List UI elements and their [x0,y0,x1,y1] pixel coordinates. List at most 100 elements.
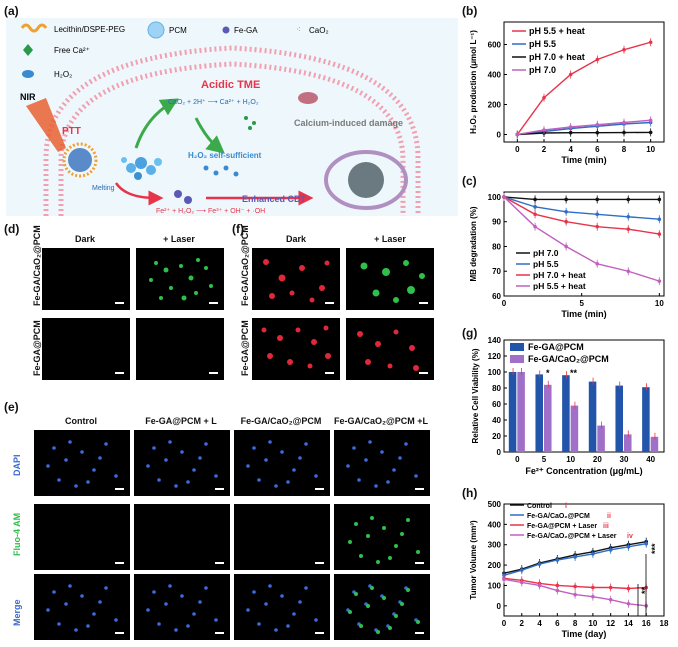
data-point [648,40,653,45]
panel-label-f: (f) [232,222,244,236]
y-tick-label: 0 [497,131,502,140]
y-tick-label: 80 [492,242,501,251]
x-tick-label: 6 [555,619,560,628]
cell-outline [324,150,408,210]
bar-0-2 [562,375,570,452]
significance-1: *** [650,543,660,554]
f-micro-laser-2 [346,318,434,380]
data-point [573,584,577,589]
x-tick-label: 4 [568,145,573,154]
x-tick-label: 5 [579,299,584,308]
annotation-2: ** [570,368,578,378]
data-point [555,588,560,593]
plot-frame [503,339,665,453]
acidic-tme-label: Acidic TME [201,79,260,91]
fenton-reaction: Fe²⁺ + H₂O₂ ⟶ Fe³⁺ + OH⁻ + ·OH [156,208,265,215]
series-line-0 [516,41,651,135]
panel-label-d: (d) [4,222,20,236]
x-tick-label: 5 [542,455,547,464]
legend-h2o2: H₂O₂ [54,70,72,79]
d-row1: Fe-GA/CaO₂@PCM [32,225,42,306]
x-tick-label: 10 [588,619,597,628]
f-micro-dark-1 [252,248,340,310]
legend-2: Fe-GA@PCM + Laser [527,523,597,530]
data-point [591,552,595,556]
data-point [608,597,613,602]
x-tick-label: 40 [646,455,655,464]
y-tick-label: 100 [488,581,502,590]
legend-1: pH 5.5 [533,259,559,269]
legend-1: pH 5.5 [529,39,556,49]
f-col-dark: Dark [285,234,306,244]
bar-0-1 [535,374,543,452]
chart-b: 0 2 4 6 8 10 0 200 400 600 Time (min) H₂O₂ producti… [469,21,665,165]
x-tick-label: 14 [624,619,633,628]
e-micro-r0-c2 [234,430,330,496]
y-tick-label: 400 [488,520,502,529]
y-axis-label: MB degradation (%) [469,206,478,281]
series-line-3 [503,196,660,282]
ptt-label: PTT [62,126,81,137]
x-tick-label: 0 [502,299,507,308]
bar-1-2 [570,405,579,452]
data-point [608,548,613,552]
green-arrow [134,98,179,149]
pcm-icon [147,21,165,39]
y-tick-label: 0 [497,448,502,457]
data-point [626,586,631,591]
legend-3: pH 5.5 + heat [533,281,586,291]
cao2-icon: ⁖ [296,25,301,34]
e-micro-r2-c2 [234,574,330,640]
data-point [648,130,653,135]
data-point [519,568,524,572]
fega-dots [174,190,192,204]
data-point [626,227,631,231]
data-point [657,197,662,202]
x-tick-label: 0 [502,619,507,628]
legend-roman-1: ii [607,513,611,520]
data-point [533,212,537,217]
legend-0: pH 7.0 [533,248,559,258]
data-point [533,205,537,209]
nir-beam [26,98,66,152]
data-point [568,125,573,129]
legend-0: pH 5.5 + heat [529,26,585,36]
y-axis-label: Relative Cell Viability (%) [471,348,480,443]
outer-membrane [43,45,421,216]
data-point [595,212,600,217]
d-col-dark: Dark [74,234,95,244]
bar-1-5 [650,436,659,452]
d-micro-laser-2 [136,318,224,380]
series-line-1 [503,196,660,220]
lecithin-icon [20,23,48,33]
data-point [542,128,546,132]
panel-label-a: (a) [4,4,19,18]
data-point [626,214,631,219]
bar-1-3 [597,425,605,452]
x-tick-label: 10 [646,145,655,154]
x-tick-label: 2 [520,619,525,628]
y-tick-label: 600 [488,41,502,50]
h2o2-dots [203,165,239,177]
data-point [502,195,506,199]
x-tick-label: 12 [606,619,615,628]
y-tick-label: 120 [488,352,502,361]
e-micro-r1-c2 [234,504,330,570]
data-point [502,577,506,582]
y-tick-label: 100 [488,193,502,202]
data-point [537,562,542,566]
plot-frame [503,21,665,143]
bar-1-1 [544,384,552,452]
legend-roman-0: i [565,503,567,510]
melting-label: Melting [92,185,115,192]
x-axis-label: Time (min) [561,309,606,319]
data-point [573,555,577,559]
data-point [622,130,626,135]
x-axis-label: Fe²⁺ Concentration (μg/mL) [525,466,642,476]
chart-h: 0 2 4 6 8 10 12 14 16 18 0 100 200 300 400 500 Time (day… [469,500,669,639]
legend-lecithin: Lecithin/DSPE-PEG [54,25,125,34]
legend-2: pH 7.0 + heat [529,52,585,62]
e-col-1: Fe-GA@PCM + L [145,416,217,426]
enhanced-cdt-label: Enhanced CDT [242,194,307,204]
nanoparticle-icon [68,148,92,172]
